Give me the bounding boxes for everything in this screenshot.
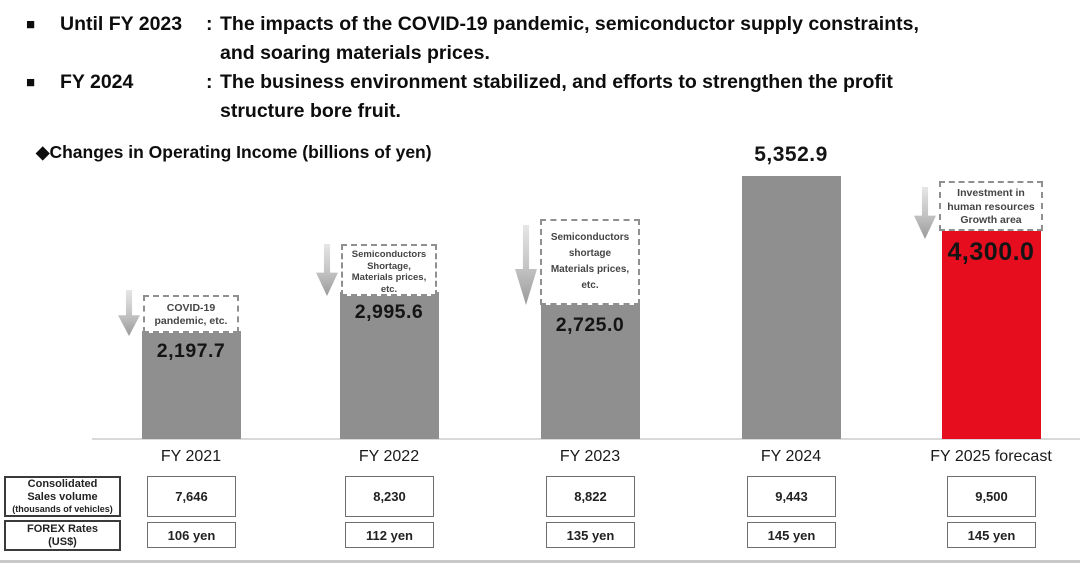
- annotation-line: etc.: [581, 280, 599, 291]
- annotation-line: Materials prices,: [351, 272, 427, 283]
- table-label-line: (US$): [48, 535, 77, 548]
- summary-bullets: ■ Until FY 2023 : The impacts of the COV…: [26, 10, 1066, 126]
- bar-value-label-fy-2024: 5,352.9: [754, 143, 828, 166]
- table-cell: 135 yen: [546, 522, 635, 548]
- axis-label-fy-2023: FY 2023: [559, 448, 621, 465]
- summary-text-line: structure bore fruit.: [220, 100, 401, 122]
- bullet-square-icon: ■: [26, 16, 36, 33]
- annotation-box: Investment in human resources Growth area: [939, 181, 1043, 231]
- summary-colon: :: [206, 71, 213, 93]
- annotation-line: Investment in: [957, 187, 1025, 199]
- down-arrow-icon: [914, 187, 936, 239]
- summary-text-line: The impacts of the COVID-19 pandemic, se…: [220, 13, 919, 35]
- bar-value-label-fy-2021: 2,197.7: [156, 340, 226, 362]
- axis-label-fy-2022: FY 2022: [358, 448, 420, 465]
- annotation-line: Materials prices,: [550, 264, 630, 275]
- table-row-label-forex-rates: FOREX Rates (US$): [4, 520, 121, 551]
- bar-fy-2021: [142, 331, 241, 439]
- summary-label: FY 2024: [60, 71, 134, 93]
- summary-text: The impacts of the COVID-19 pandemic, se…: [220, 10, 1066, 68]
- bottom-divider: [0, 560, 1080, 563]
- annotation-box: Semiconductors Shortage, Materials prices,…: [341, 244, 437, 296]
- bar-fy-2022: [340, 292, 439, 439]
- annotation-line: shortage: [568, 248, 612, 259]
- table-cell: 9,443: [747, 476, 836, 517]
- table-cell: 145 yen: [947, 522, 1036, 548]
- annotation-line: human resources: [947, 200, 1035, 213]
- annotation-line: Shortage,: [367, 260, 411, 272]
- summary-item-until-fy2023: ■ Until FY 2023 : The impacts of the COV…: [26, 10, 1066, 68]
- table-cell: 8,230: [345, 476, 434, 517]
- down-arrow-icon: [515, 225, 537, 305]
- summary-text-line: The business environment stabilized, and…: [220, 71, 893, 93]
- bar-value-label-fy-2023: 2,725.0: [555, 314, 625, 336]
- bar-fy-2025-forecast: [942, 228, 1041, 439]
- down-arrow-icon: [316, 244, 338, 296]
- summary-label: Until FY 2023: [60, 13, 183, 35]
- table-label-line: Sales volume: [27, 491, 98, 503]
- bar-value-label-fy-2025-forecast: 4,300.0: [947, 238, 1035, 266]
- summary-item-fy2024: ■ FY 2024 : The business environment sta…: [26, 68, 1066, 126]
- down-arrow-icon: [118, 290, 140, 336]
- bar-value-label-fy-2022: 2,995.6: [354, 301, 424, 323]
- annotation-line: Semiconductors: [550, 232, 630, 243]
- bar-fy-2023: [541, 305, 640, 439]
- table-row-label-sales-volume: Consolidated Sales volume (thousands of ve…: [4, 476, 121, 517]
- table-cell: 8,822: [546, 476, 635, 517]
- x-axis-line: [92, 438, 1080, 440]
- table-cell: 112 yen: [345, 522, 434, 548]
- summary-colon: :: [206, 13, 213, 35]
- annotation-line: Growth area: [960, 214, 1022, 226]
- annotation-box: Semiconductors shortage Materials prices, e…: [540, 219, 640, 305]
- table-cell: 9,500: [947, 476, 1036, 517]
- annotation-box: COVID-19 pandemic, etc.: [143, 295, 239, 333]
- table-cell: 145 yen: [747, 522, 836, 548]
- table-label-line: Consolidated: [27, 478, 98, 490]
- axis-label-fy-2024: FY 2024: [760, 448, 822, 465]
- annotation-line: pandemic, etc.: [154, 315, 228, 327]
- annotation-line: etc.: [380, 283, 398, 295]
- table-label-subline: (thousands of vehicles): [12, 504, 113, 514]
- table-cell: 106 yen: [147, 522, 236, 548]
- table-cell: 7,646: [147, 476, 236, 517]
- axis-label-fy-2025-forecast: FY 2025 forecast: [930, 448, 1052, 465]
- axis-label-fy-2021: FY 2021: [160, 448, 222, 465]
- bullet-square-icon: ■: [26, 74, 36, 91]
- chart-title: ◆Changes in Operating Income (billions o…: [36, 142, 432, 162]
- summary-text-line: and soaring materials prices.: [220, 42, 490, 64]
- summary-text: The business environment stabilized, and…: [220, 68, 1066, 126]
- annotation-line: COVID-19: [166, 302, 216, 314]
- bar-fy-2024: [742, 176, 841, 439]
- table-label-line: FOREX Rates: [27, 522, 98, 535]
- annotation-line: Semiconductors: [351, 249, 427, 260]
